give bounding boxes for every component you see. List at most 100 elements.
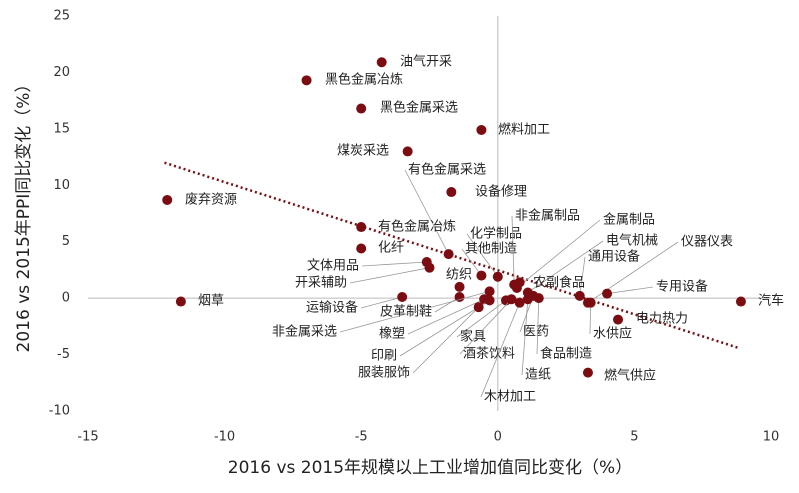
leader-line [461,248,482,276]
point-label: 非金属采选 [272,324,337,340]
point-label: 油气开采 [400,54,452,70]
y-tick-label: -10 [49,404,70,419]
point [402,146,413,157]
leader-line [466,233,499,277]
leader-line [407,298,485,335]
point [582,367,593,378]
point [506,294,517,305]
leader-line [412,306,479,374]
point-label: 文体用品 [307,259,359,274]
point-label: 黑色金属采选 [380,100,458,116]
leader-line [361,261,427,267]
leader-line [511,215,515,285]
point [585,297,596,308]
point-label: 家具 [460,329,486,345]
point [476,124,487,135]
x-tick-label: -5 [355,430,368,445]
point-label: 其他制造 [465,242,517,257]
point-label: 服装服饰 [358,366,410,381]
point [613,314,624,325]
y-axis-title: 2016 vs 2015年PPI同比变化（%） [14,76,34,353]
leader-line [360,296,403,309]
point-label: 专用设备 [656,279,708,295]
x-tick-label: -10 [214,430,235,445]
point [356,243,367,254]
point-label: 设备修理 [475,184,527,200]
point [376,57,387,68]
point [175,296,186,307]
point-label: 烟草 [198,294,224,309]
point-label: 造纸 [525,368,551,383]
point [356,222,367,233]
y-tick-label: 15 [53,121,70,136]
point-label: 燃气供应 [604,368,656,384]
point [446,187,457,198]
point-label: 汽车 [758,293,784,309]
leader-line [607,286,654,295]
point-label: 运输设备 [306,300,358,316]
leader-line [404,169,449,255]
leader-line [456,300,507,338]
point-label: 黑色金属冶炼 [325,72,403,88]
point-label: 通用设备 [588,249,640,265]
point-label: 橡塑 [379,327,405,342]
point-label: 开采辅助 [295,276,347,291]
x-tick-label: -15 [77,430,98,445]
leader-line [521,299,529,376]
point [492,271,503,282]
point-label: 木材加工 [484,390,536,405]
leader-line [536,298,540,355]
x-tick-label: 10 [763,430,780,445]
point [301,75,312,86]
point-label: 农副食品 [533,275,585,291]
x-axis-title: 2016 vs 2015年规模以上工业增加值同比变化（%） [228,458,632,478]
leader-line [579,256,586,296]
point-label: 皮革制鞋 [380,304,432,320]
leader-line [480,302,521,398]
point-label: 有色金属冶炼 [378,219,456,235]
point [484,295,495,306]
point-label: 燃料加工 [498,122,550,138]
point-label: 废弃资源 [185,192,237,208]
y-tick-label: 0 [62,291,70,306]
point-label: 化纤 [378,241,404,256]
point [397,292,408,303]
y-tick-label: -5 [57,347,70,362]
point-label: 电气机械 [606,233,658,249]
x-tick-label: 0 [494,430,502,445]
y-tick-label: 20 [53,65,70,80]
point [454,292,465,303]
point [162,194,173,205]
point [522,294,533,305]
point-label: 纺织 [446,268,472,283]
point [443,249,454,260]
point-label: 非金属制品 [515,208,580,224]
leader-line [339,290,490,333]
point-label: 有色金属采选 [408,162,486,178]
point-label: 仪器仪表 [681,235,733,250]
y-tick-label: 5 [62,234,70,249]
point [476,270,487,281]
leader-line [527,240,604,293]
point [484,286,495,297]
point [356,103,367,114]
point [514,297,525,308]
leader-line [516,219,601,289]
point-label: 医药 [523,325,549,340]
y-tick-label: 25 [53,9,70,24]
point-label: 煤炭采选 [337,144,389,159]
x-tick-label: 5 [630,430,638,445]
point-label: 食品制造 [540,346,592,362]
y-tick-label: 10 [53,178,70,193]
point [574,290,585,301]
point-label: 水供应 [593,326,632,342]
point-label: 金属制品 [603,212,655,228]
point [602,288,613,299]
leader-line [459,298,512,355]
point [514,277,525,288]
point-label: 酒茶饮料 [463,346,515,362]
point-label: 化学制品 [470,226,522,242]
point [454,281,465,292]
point [735,296,746,307]
